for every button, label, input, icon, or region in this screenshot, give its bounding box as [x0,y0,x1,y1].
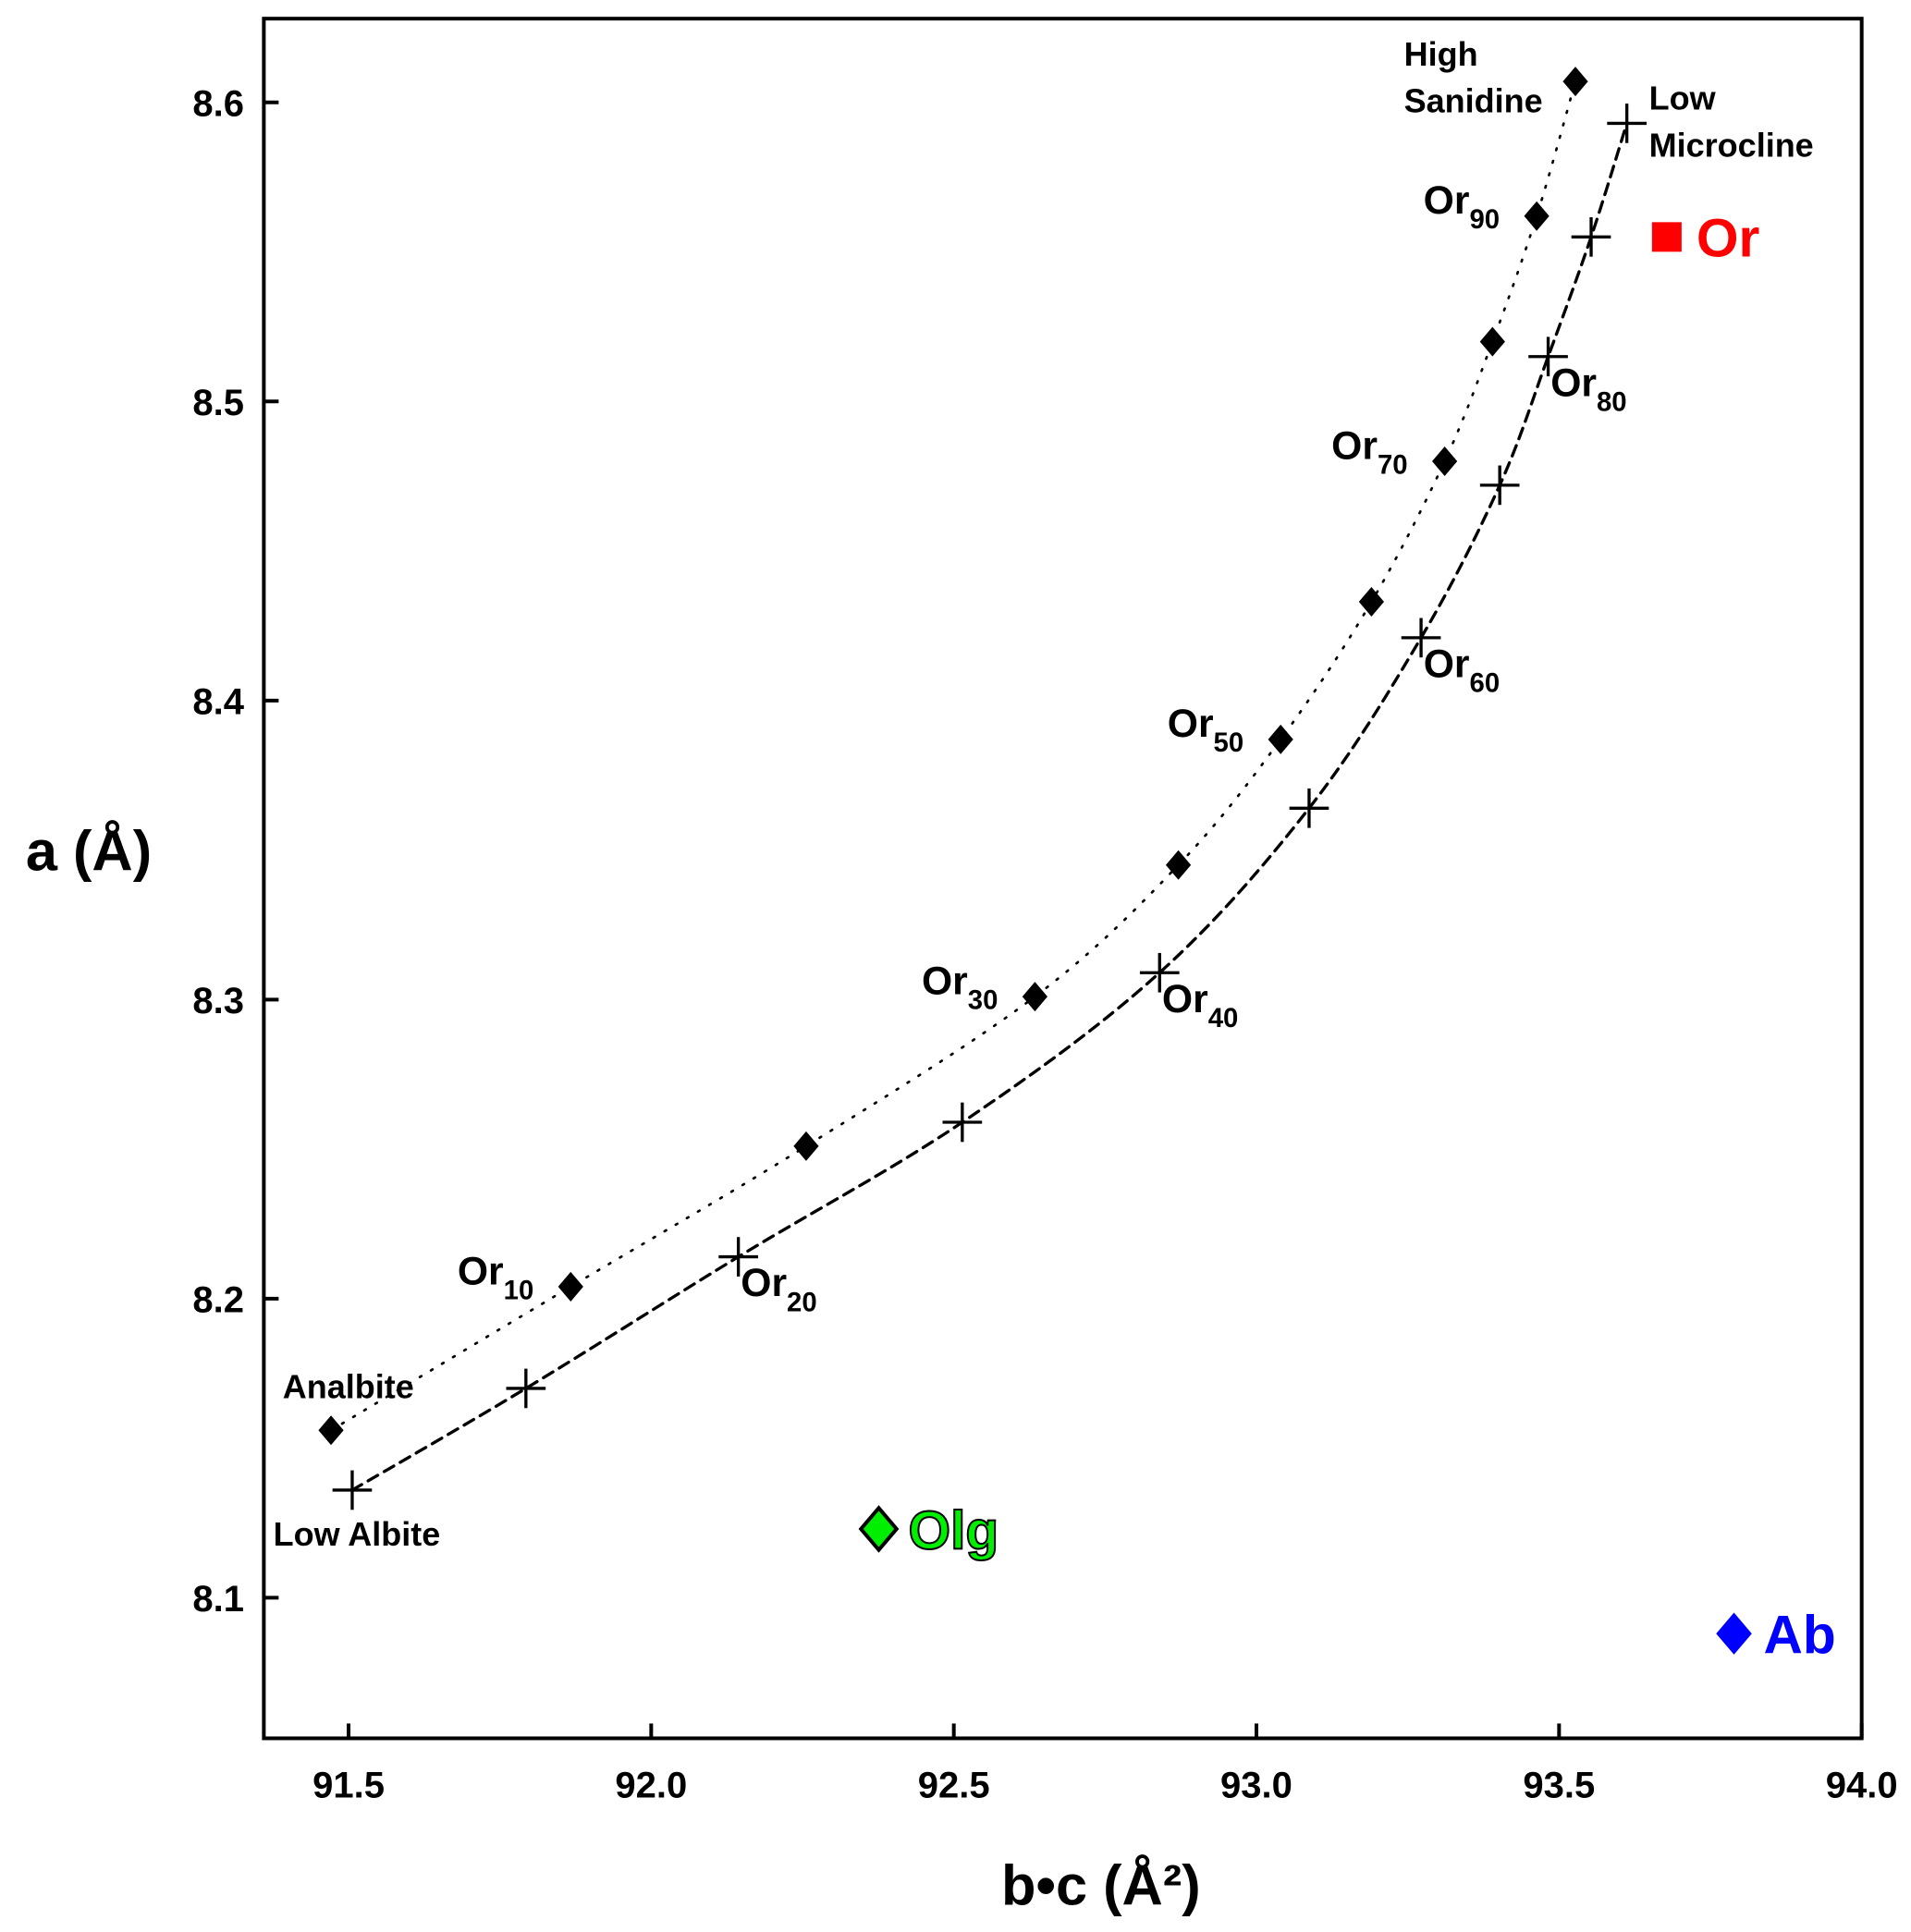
point-label: High [1404,35,1478,73]
cross-marker [1607,104,1647,143]
cross-marker [1401,618,1441,658]
point-label-subscript: 10 [504,1275,534,1305]
y-tick-label: 8.1 [192,1579,244,1620]
y-tick-label: 8.4 [192,681,244,722]
diamond-marker [793,1131,819,1161]
point-label-subscript: 50 [1214,728,1244,758]
point-label: Or80 [1550,361,1626,417]
sample-label-ab: Ab [1764,1606,1836,1666]
dashed-trend-curve [350,121,1629,1492]
cross-marker [506,1368,546,1409]
x-tick-label: 93.5 [1523,1765,1595,1805]
point-label-subscript: 30 [968,984,998,1015]
point-label: Low [1649,79,1717,117]
point-label-main: Or [741,1261,787,1305]
point-label-main: Or [1162,977,1208,1021]
point-label-main: Or [1550,361,1597,405]
point-label-main: Low Albite [274,1515,441,1553]
point-label: Or40 [1162,977,1238,1033]
cross-marker [1528,336,1568,377]
sample-label-olg: Olg [909,1500,999,1560]
diamond-marker [1432,446,1458,476]
cross-marker [718,1237,758,1277]
diamond-marker [1562,67,1588,97]
point-label: Or20 [741,1261,816,1317]
cross-marker [332,1470,373,1510]
y-tick-label: 8.5 [192,383,244,423]
point-label-main: Or [1168,702,1214,746]
cross-marker [1289,788,1329,828]
point-label: Or50 [1168,702,1243,758]
sample-label-or: Or [1697,209,1759,269]
diamond-marker [1524,201,1550,231]
diamond-marker [1022,982,1048,1012]
y-axis-title: a (Å) [26,819,152,883]
x-tick-label: 92.5 [918,1765,990,1805]
point-label: Analbite [283,1368,414,1406]
point-label-subscript: 40 [1208,1003,1239,1033]
point-label-main: Or [1424,642,1470,687]
x-tick-label: 93.0 [1220,1765,1292,1805]
point-label: Or90 [1424,178,1500,235]
x-axis-title: b•c (Å²) [1001,1853,1201,1916]
point-label: Low Albite [274,1515,441,1553]
point-label-subscript: 70 [1378,449,1408,480]
sample-square-marker [1651,222,1682,252]
diamond-marker [1268,724,1293,754]
diamond-marker [318,1415,344,1446]
point-label-subscript: 20 [787,1287,817,1317]
diamond-marker [1479,326,1505,357]
point-label-line2: Microcline [1649,126,1814,164]
point-label-main: High [1404,35,1478,73]
y-tick-label: 8.2 [192,1280,244,1321]
x-tick-label: 94.0 [1826,1765,1898,1805]
point-label: Or10 [458,1249,533,1305]
point-label-main: Or [922,959,968,1003]
y-tick-label: 8.3 [192,981,244,1021]
diamond-marker [1358,587,1384,618]
point-label-main: Or [1331,423,1378,468]
point-label-subscript: 90 [1469,204,1500,235]
x-tick-label: 92.0 [615,1765,687,1805]
dotted-trend-curve [329,79,1577,1432]
point-label: Or60 [1424,642,1500,699]
point-label: Or30 [922,959,998,1015]
x-tick-label: 91.5 [312,1765,385,1805]
plot-frame [262,17,1864,1741]
point-label-main: Low [1649,79,1717,117]
point-label-subscript: 80 [1597,386,1627,417]
diamond-marker [557,1271,583,1302]
point-label: Or70 [1331,423,1407,480]
sample-diamond-marker [1716,1612,1752,1655]
sample-diamond-marker [858,1505,900,1553]
point-label-line2: Sanidine [1404,81,1543,119]
cross-marker [1479,465,1520,506]
point-label-main: Or [1424,178,1470,223]
point-label-main: Or [458,1249,504,1293]
cross-marker [1139,952,1180,993]
y-tick-label: 8.6 [192,83,244,124]
cross-marker [1571,217,1611,257]
cross-marker [942,1102,983,1143]
point-label-main: Analbite [283,1368,414,1406]
point-label-subscript: 60 [1470,668,1501,699]
